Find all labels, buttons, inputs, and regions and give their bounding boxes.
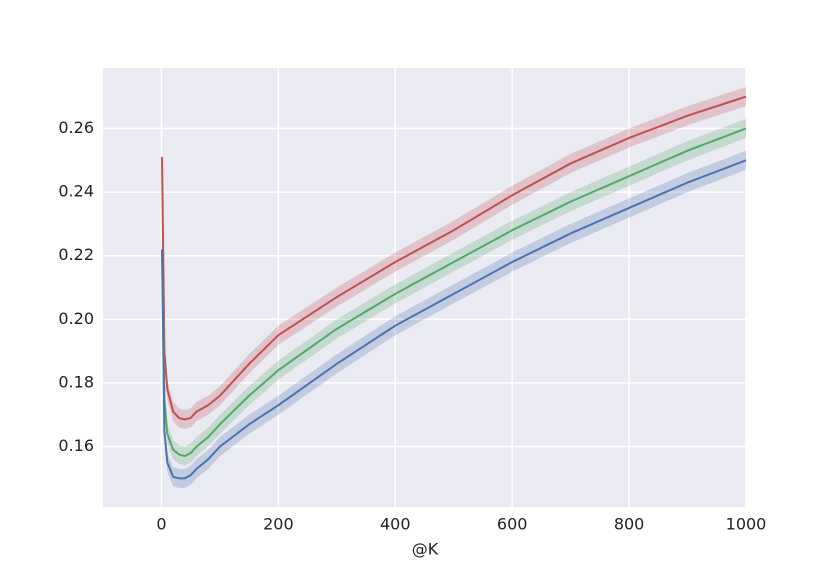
y-tick-label: 0.24 (58, 182, 94, 201)
series-line (161, 127, 747, 458)
y-tick-label: 0.16 (58, 436, 94, 455)
x-tick-label: 0 (156, 515, 166, 534)
series-line (161, 95, 747, 421)
x-tick-label: 800 (614, 515, 645, 534)
x-tick-label: 400 (380, 515, 411, 534)
x-tick-label: 1000 (726, 515, 767, 534)
x-axis-label: @K (412, 540, 439, 559)
y-tick-label: 0.18 (58, 372, 94, 391)
x-tick-label: 200 (263, 515, 294, 534)
y-tick-label: 0.20 (58, 309, 94, 328)
confidence-band (162, 118, 747, 466)
confidence-band (162, 150, 747, 488)
y-tick-label: 0.26 (58, 118, 94, 137)
series-line (161, 159, 747, 480)
x-tick-label: 600 (497, 515, 528, 534)
y-tick-label: 0.22 (58, 245, 94, 264)
